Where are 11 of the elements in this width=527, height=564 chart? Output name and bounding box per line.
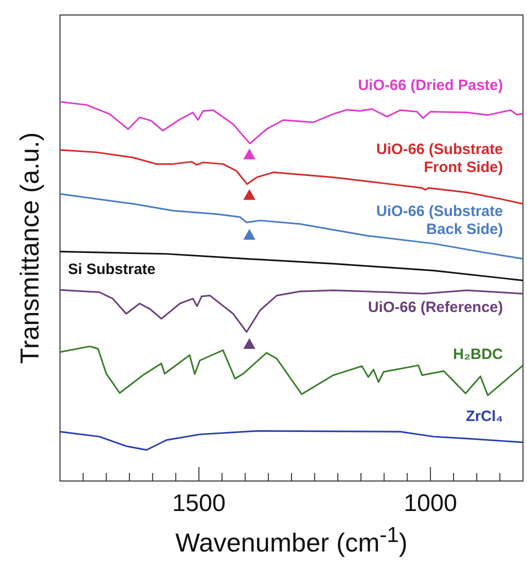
x-tick-label: 1000 (404, 490, 458, 517)
series-label: UiO-66 (Substrate Back Side) (376, 203, 503, 239)
series-label: UiO-66 (Substrate Front Side) (376, 141, 503, 177)
series-label: Si Substrate (68, 261, 156, 279)
x-axis-title: Wavenumber (cm$^{-1}$) (174, 522, 409, 559)
series-label: H₂BDC (453, 346, 503, 364)
y-axis-title: Transmittance (a.u.) (14, 132, 46, 364)
series-label: UiO-66 (Dried Paste) (358, 77, 503, 95)
x-tick-label: 1500 (172, 490, 226, 517)
series-label: ZrCl₄ (466, 408, 503, 426)
series-label: UiO-66 (Reference) (368, 299, 503, 317)
